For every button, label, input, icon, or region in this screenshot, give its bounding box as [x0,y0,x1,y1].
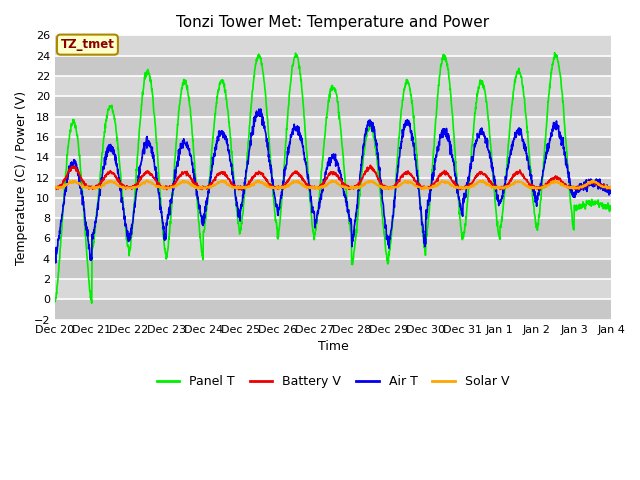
Panel T [51,296,59,302]
Bar [55,259,611,279]
Air T [574,188,582,193]
Bar [55,137,611,157]
Solar V [607,185,615,191]
Bar [55,96,611,117]
Line: Panel T: Panel T [55,53,611,303]
Solar V [420,187,428,192]
Panel T [574,204,582,210]
Air T [207,180,214,186]
Air T [607,190,615,196]
Panel T [495,232,502,238]
Air T [257,106,264,112]
Solar V [362,180,369,185]
Battery V [51,184,59,190]
Solar V [559,181,566,187]
Bar [55,76,611,96]
Battery V [495,184,503,190]
Solar V [495,184,503,190]
Bar [55,56,611,76]
Solar V [574,185,582,191]
X-axis label: Time: Time [317,340,348,353]
Panel T [362,140,369,146]
Battery V [237,187,245,193]
Bar [55,157,611,178]
Panel T [349,255,357,261]
Panel T [607,207,615,213]
Text: TZ_tmet: TZ_tmet [60,38,115,51]
Line: Battery V: Battery V [55,165,611,190]
Air T [559,140,566,146]
Bar [55,300,611,320]
Panel T [559,91,566,97]
Solar V [349,184,357,190]
Bar [55,218,611,239]
Solar V [207,184,214,190]
Panel T [551,50,559,56]
Air T [52,260,60,266]
Panel T [88,300,95,306]
Battery V [367,162,374,168]
Battery V [574,185,582,191]
Air T [495,199,503,204]
Solar V [143,177,150,183]
Bar [55,117,611,137]
Bar [55,198,611,218]
Title: Tonzi Tower Met: Temperature and Power: Tonzi Tower Met: Temperature and Power [177,15,490,30]
Bar [55,178,611,198]
Air T [362,130,369,136]
Line: Air T: Air T [55,109,611,263]
Bar [55,36,611,56]
Air T [51,257,59,263]
Air T [349,234,357,240]
Bar [55,279,611,300]
Battery V [559,181,566,187]
Panel T [207,169,214,175]
Battery V [349,184,357,190]
Line: Solar V: Solar V [55,180,611,190]
Battery V [362,168,369,174]
Battery V [607,184,615,190]
Bar [55,239,611,259]
Battery V [206,182,214,188]
Legend: Panel T, Battery V, Air T, Solar V: Panel T, Battery V, Air T, Solar V [152,370,515,393]
Solar V [51,184,59,190]
Y-axis label: Temperature (C) / Power (V): Temperature (C) / Power (V) [15,91,28,264]
